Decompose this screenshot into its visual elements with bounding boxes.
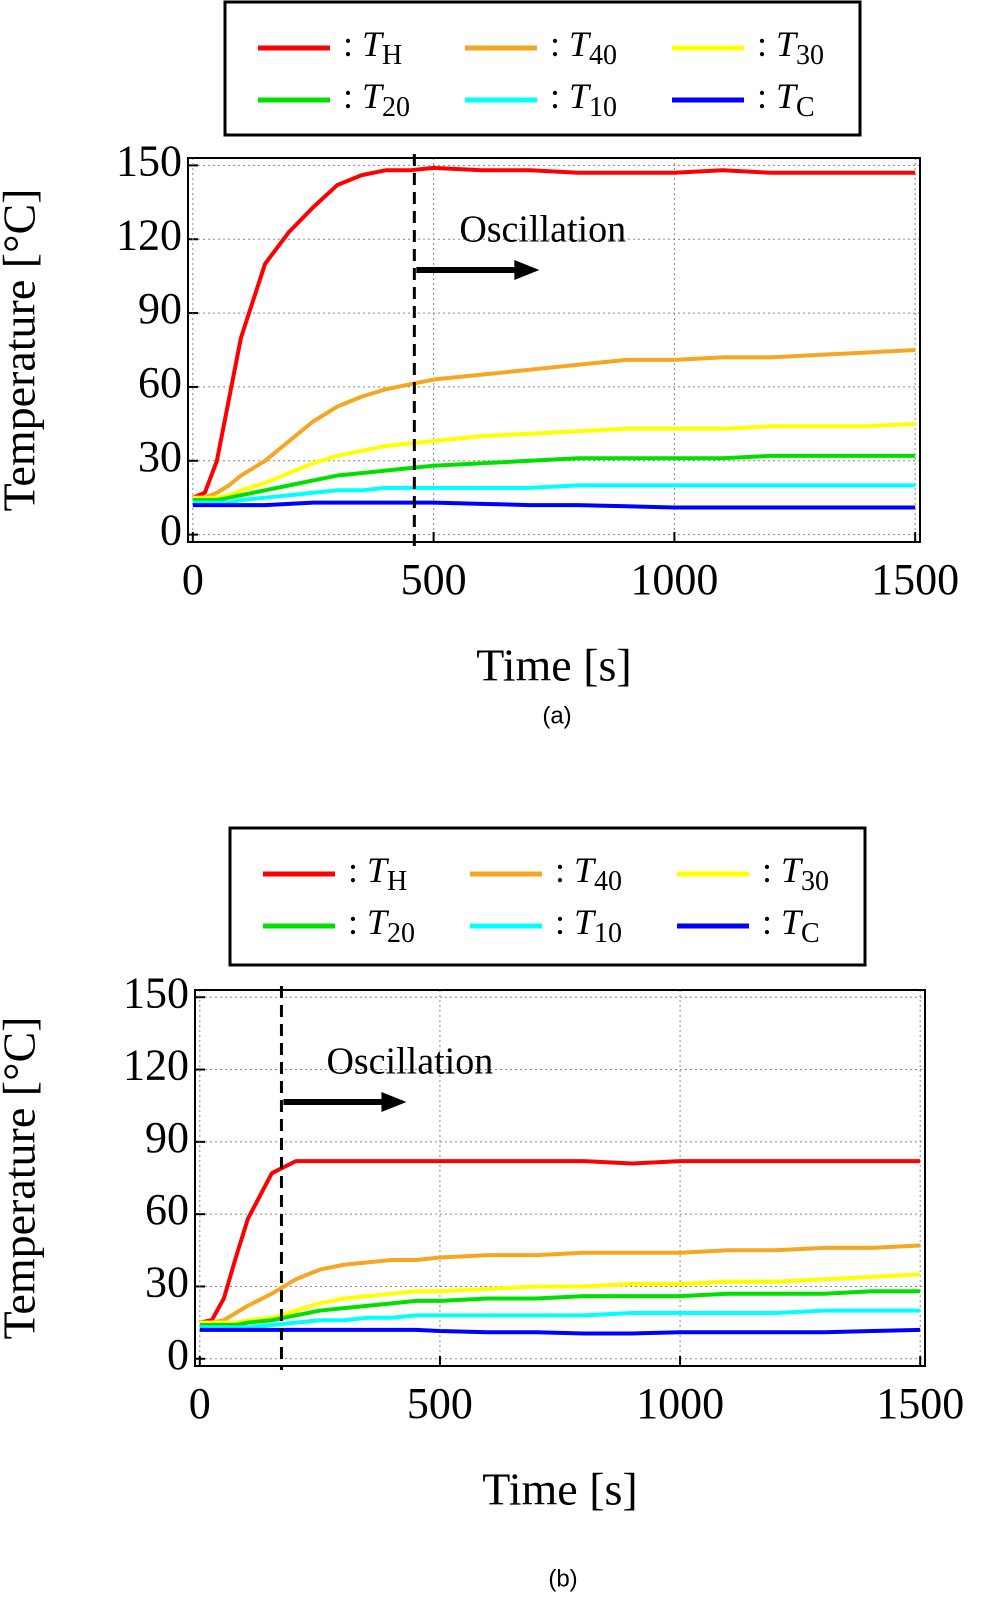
series-line <box>199 1243 921 1325</box>
series-line <box>192 453 916 503</box>
y-axis-label: Temperature [°C] <box>0 1017 45 1340</box>
x-axis-label: Time [s] <box>482 1464 638 1515</box>
y-tick-label: 0 <box>160 506 182 555</box>
series-line <box>199 1289 921 1328</box>
legend-label: : T20 <box>348 902 415 949</box>
x-tick-label: 0 <box>182 555 204 604</box>
y-tick-label: 150 <box>116 136 182 185</box>
y-tick-label: 90 <box>145 1113 189 1162</box>
x-axis-label: Time [s] <box>476 640 632 691</box>
annotation-text: Oscillation <box>459 209 626 251</box>
legend-label: : TH <box>348 850 407 897</box>
series-line <box>192 500 916 510</box>
series-line <box>192 483 916 505</box>
y-tick-label: 30 <box>138 432 182 481</box>
legend-label: : TH <box>343 24 402 71</box>
series-line <box>199 1308 921 1330</box>
x-tick-label: 500 <box>407 1379 473 1428</box>
arrow-head <box>381 1092 407 1112</box>
x-tick-label: 0 <box>189 1379 211 1428</box>
plot-frame <box>194 989 926 1367</box>
series-line <box>192 421 916 500</box>
legend-label: : T10 <box>550 76 617 123</box>
y-tick-label: 30 <box>145 1258 189 1307</box>
legend-label: : T40 <box>555 850 622 897</box>
legend-label: : TC <box>762 902 820 949</box>
legend-label: : T10 <box>555 902 622 949</box>
arrow-head <box>514 260 540 280</box>
series-line <box>199 1272 921 1325</box>
y-tick-label: 60 <box>138 358 182 407</box>
series-line <box>199 1159 921 1325</box>
legend-label: : T40 <box>550 24 617 71</box>
legend-label: : T30 <box>757 24 824 71</box>
annotation-text: Oscillation <box>326 1041 493 1083</box>
legend-label: : TC <box>757 76 815 123</box>
series-line <box>192 165 916 500</box>
y-tick-label: 120 <box>123 1041 189 1090</box>
plot-frame <box>187 157 921 543</box>
y-tick-label: 60 <box>145 1185 189 1234</box>
series-line <box>199 1327 921 1336</box>
series-line <box>192 348 916 500</box>
x-tick-label: 1000 <box>630 555 718 604</box>
legend-box <box>228 826 867 967</box>
x-tick-label: 1000 <box>636 1379 724 1428</box>
y-tick-label: 0 <box>167 1330 189 1379</box>
x-tick-label: 500 <box>401 555 467 604</box>
y-tick-label: 120 <box>116 210 182 259</box>
legend-box <box>223 0 862 137</box>
legend-label: : T30 <box>762 850 829 897</box>
caption: (b) <box>548 1565 577 1592</box>
y-axis-label: Temperature [°C] <box>0 189 45 512</box>
y-tick-label: 150 <box>123 968 189 1017</box>
x-tick-label: 1500 <box>871 555 959 604</box>
y-tick-label: 90 <box>138 284 182 333</box>
x-tick-label: 1500 <box>876 1379 964 1428</box>
legend-label: : T20 <box>343 76 410 123</box>
caption: (a) <box>542 702 571 729</box>
